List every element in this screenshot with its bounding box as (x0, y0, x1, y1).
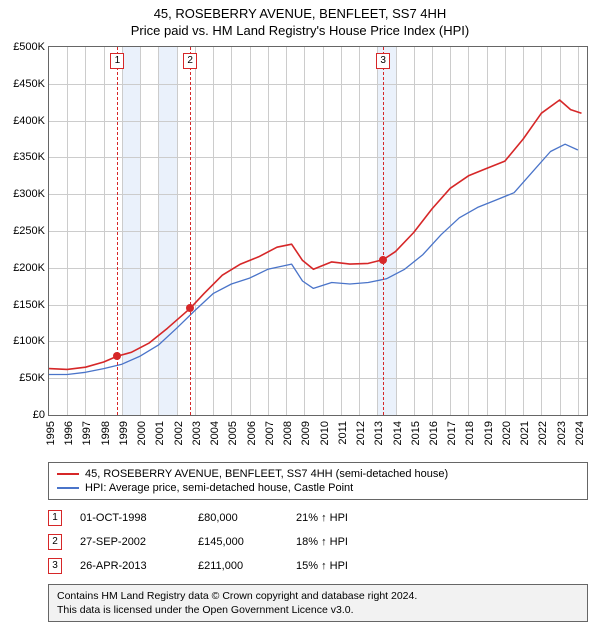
chart-title: 45, ROSEBERRY AVENUE, BENFLEET, SS7 4HH (0, 0, 600, 21)
event-badge: 2 (48, 534, 62, 550)
x-axis-label: 2021 (519, 421, 531, 445)
y-axis-label: £300K (13, 188, 45, 200)
event-row: 2 27-SEP-2002 £145,000 18% ↑ HPI (48, 530, 588, 554)
y-axis-label: £0 (33, 409, 45, 421)
x-axis-label: 2009 (300, 421, 312, 445)
y-axis-label: £200K (13, 262, 45, 274)
y-axis-label: £500K (13, 41, 45, 53)
x-axis-label: 2011 (337, 421, 349, 445)
series-line (49, 100, 582, 369)
series-line (49, 144, 578, 374)
y-axis-label: £400K (13, 115, 45, 127)
x-axis-label: 2015 (410, 421, 422, 445)
legend-item: HPI: Average price, semi-detached house,… (57, 481, 579, 495)
event-badge: 3 (48, 558, 62, 574)
event-date: 27-SEP-2002 (80, 536, 180, 548)
x-axis-label: 2003 (191, 421, 203, 445)
legend-item: 45, ROSEBERRY AVENUE, BENFLEET, SS7 4HH … (57, 467, 579, 481)
event-row: 3 26-APR-2013 £211,000 15% ↑ HPI (48, 554, 588, 578)
y-axis-label: £150K (13, 299, 45, 311)
y-axis-label: £100K (13, 335, 45, 347)
event-marker-label: 3 (376, 53, 390, 69)
x-axis-label: 2008 (282, 421, 294, 445)
event-price: £211,000 (198, 560, 278, 572)
x-axis-label: 2000 (136, 421, 148, 445)
legend-box: 45, ROSEBERRY AVENUE, BENFLEET, SS7 4HH … (48, 462, 588, 500)
x-axis-label: 2024 (574, 421, 586, 445)
event-date: 26-APR-2013 (80, 560, 180, 572)
y-axis-label: £250K (13, 225, 45, 237)
x-axis-label: 2001 (154, 421, 166, 445)
x-axis-label: 2010 (319, 421, 331, 445)
event-delta: 18% ↑ HPI (296, 536, 348, 548)
event-marker-dot (113, 352, 121, 360)
x-axis-label: 2007 (264, 421, 276, 445)
legend-swatch (57, 487, 79, 489)
x-axis-label: 1995 (45, 421, 57, 445)
x-axis-label: 2006 (246, 421, 258, 445)
legend-label: 45, ROSEBERRY AVENUE, BENFLEET, SS7 4HH … (85, 468, 448, 480)
y-axis-label: £50K (19, 372, 45, 384)
event-vline (190, 47, 191, 415)
event-row: 1 01-OCT-1998 £80,000 21% ↑ HPI (48, 506, 588, 530)
event-marker-dot (186, 304, 194, 312)
event-date: 01-OCT-1998 (80, 512, 180, 524)
y-axis-label: £450K (13, 78, 45, 90)
x-axis-label: 2018 (464, 421, 476, 445)
y-axis-label: £350K (13, 151, 45, 163)
event-delta: 15% ↑ HPI (296, 560, 348, 572)
x-axis-label: 2019 (483, 421, 495, 445)
event-price: £80,000 (198, 512, 278, 524)
x-axis-label: 2014 (392, 421, 404, 445)
legend-label: HPI: Average price, semi-detached house,… (85, 482, 353, 494)
event-marker-dot (379, 256, 387, 264)
x-axis-label: 2012 (355, 421, 367, 445)
event-badge: 1 (48, 510, 62, 526)
x-axis-label: 1999 (118, 421, 130, 445)
x-axis-label: 2017 (446, 421, 458, 445)
x-axis-label: 2002 (173, 421, 185, 445)
x-axis-label: 1997 (81, 421, 93, 445)
x-axis-label: 1998 (100, 421, 112, 445)
x-axis-label: 2005 (227, 421, 239, 445)
event-marker-label: 1 (110, 53, 124, 69)
x-axis-label: 2020 (501, 421, 513, 445)
event-vline (383, 47, 384, 415)
x-axis-label: 1996 (63, 421, 75, 445)
legend-swatch (57, 473, 79, 475)
event-price: £145,000 (198, 536, 278, 548)
events-list: 1 01-OCT-1998 £80,000 21% ↑ HPI 2 27-SEP-2002… (48, 506, 588, 578)
x-axis-label: 2023 (556, 421, 568, 445)
x-axis-label: 2016 (428, 421, 440, 445)
x-axis-label: 2004 (209, 421, 221, 445)
chart-svg (49, 47, 587, 415)
x-axis-label: 2022 (537, 421, 549, 445)
x-axis-label: 2013 (373, 421, 385, 445)
event-marker-label: 2 (183, 53, 197, 69)
event-delta: 21% ↑ HPI (296, 512, 348, 524)
footer-line: This data is licensed under the Open Gov… (57, 603, 579, 617)
chart-plot-area: £0£50K£100K£150K£200K£250K£300K£350K£400… (48, 46, 588, 416)
footer-line: Contains HM Land Registry data © Crown c… (57, 589, 579, 603)
chart-subtitle: Price paid vs. HM Land Registry's House … (0, 21, 600, 46)
